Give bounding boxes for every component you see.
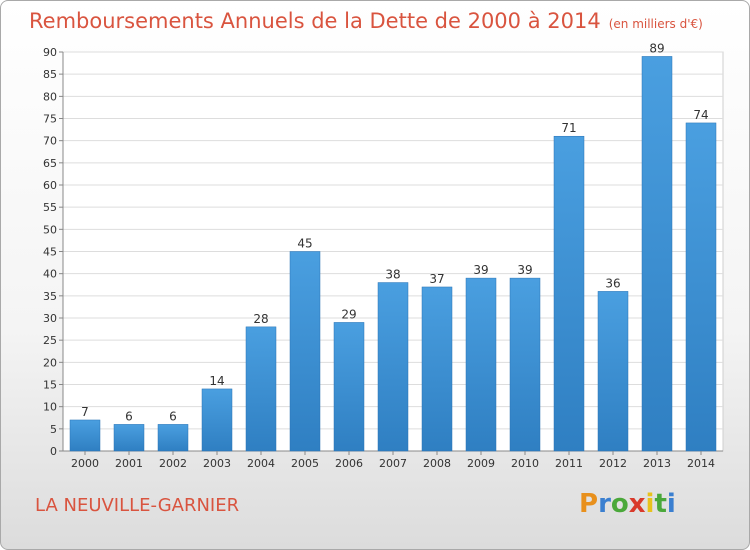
y-tick-label: 20 bbox=[43, 356, 57, 369]
y-tick-label: 55 bbox=[43, 201, 57, 214]
x-tick-label: 2007 bbox=[379, 457, 407, 470]
y-tick-label: 70 bbox=[43, 135, 57, 148]
y-tick-label: 15 bbox=[43, 379, 57, 392]
bar-value-label: 74 bbox=[693, 108, 708, 122]
bar bbox=[641, 56, 673, 452]
bar-value-label: 71 bbox=[561, 121, 576, 135]
y-tick-label: 75 bbox=[43, 113, 57, 126]
y-tick-label: 35 bbox=[43, 290, 57, 303]
place-name: LA NEUVILLE-GARNIER bbox=[35, 495, 240, 516]
bar-value-label: 7 bbox=[81, 405, 89, 419]
logo-letter: t bbox=[654, 489, 667, 519]
bar bbox=[157, 424, 189, 452]
title-unit: (en milliers d'€) bbox=[608, 17, 703, 31]
bar bbox=[113, 424, 145, 452]
bar-value-label: 39 bbox=[473, 263, 488, 277]
x-tick-label: 2008 bbox=[423, 457, 451, 470]
title-main: Remboursements Annuels de la Dette de 20… bbox=[29, 9, 601, 33]
logo-letter: P bbox=[579, 489, 599, 519]
y-tick-label: 10 bbox=[43, 401, 57, 414]
y-tick-label: 65 bbox=[43, 157, 57, 170]
bar bbox=[553, 135, 585, 452]
x-tick-label: 2010 bbox=[511, 457, 539, 470]
bar bbox=[289, 251, 321, 452]
x-tick-label: 2000 bbox=[71, 457, 99, 470]
y-tick-label: 90 bbox=[43, 46, 57, 59]
y-tick-label: 80 bbox=[43, 90, 57, 103]
y-tick-label: 85 bbox=[43, 68, 57, 81]
x-tick-label: 2009 bbox=[467, 457, 495, 470]
bar-value-label: 38 bbox=[385, 268, 400, 282]
x-tick-label: 2014 bbox=[687, 457, 715, 470]
bar bbox=[201, 388, 233, 452]
x-tick-label: 2013 bbox=[643, 457, 671, 470]
y-tick-label: 25 bbox=[43, 334, 57, 347]
bar-value-label: 6 bbox=[125, 409, 133, 423]
x-tick-label: 2005 bbox=[291, 457, 319, 470]
x-tick-label: 2002 bbox=[159, 457, 187, 470]
x-tick-label: 2006 bbox=[335, 457, 363, 470]
logo-letter: r bbox=[598, 489, 611, 519]
logo-letter: i bbox=[666, 489, 676, 519]
logo-letter: o bbox=[610, 489, 629, 519]
bar-value-label: 14 bbox=[209, 374, 224, 388]
y-tick-label: 60 bbox=[43, 179, 57, 192]
bar-value-label: 89 bbox=[649, 41, 664, 55]
bar bbox=[333, 322, 365, 452]
chart-title: Remboursements Annuels de la Dette de 20… bbox=[29, 9, 703, 33]
x-tick-label: 2012 bbox=[599, 457, 627, 470]
x-tick-label: 2001 bbox=[115, 457, 143, 470]
bar-value-label: 6 bbox=[169, 409, 177, 423]
logo-letter: i bbox=[645, 489, 655, 519]
bar bbox=[377, 282, 409, 452]
bar bbox=[465, 277, 497, 452]
x-tick-label: 2011 bbox=[555, 457, 583, 470]
bar-value-label: 36 bbox=[605, 276, 620, 290]
bar bbox=[69, 419, 101, 452]
y-tick-label: 45 bbox=[43, 246, 57, 259]
bar-value-label: 39 bbox=[517, 263, 532, 277]
bar-value-label: 29 bbox=[341, 307, 356, 321]
bar bbox=[245, 326, 277, 452]
x-tick-label: 2003 bbox=[203, 457, 231, 470]
x-tick-label: 2004 bbox=[247, 457, 275, 470]
bar bbox=[421, 286, 453, 452]
bar-value-label: 45 bbox=[297, 237, 312, 251]
bar-value-label: 28 bbox=[253, 312, 268, 326]
y-tick-label: 0 bbox=[50, 445, 57, 458]
y-tick-label: 40 bbox=[43, 268, 57, 281]
bar bbox=[509, 277, 541, 452]
logo-letter: x bbox=[628, 489, 646, 519]
bar-value-label: 37 bbox=[429, 272, 444, 286]
bar bbox=[685, 122, 717, 452]
proxiti-logo: Proxiti bbox=[579, 489, 676, 519]
y-tick-label: 30 bbox=[43, 312, 57, 325]
y-tick-label: 50 bbox=[43, 223, 57, 236]
y-tick-label: 5 bbox=[50, 423, 57, 436]
bar bbox=[597, 291, 629, 452]
